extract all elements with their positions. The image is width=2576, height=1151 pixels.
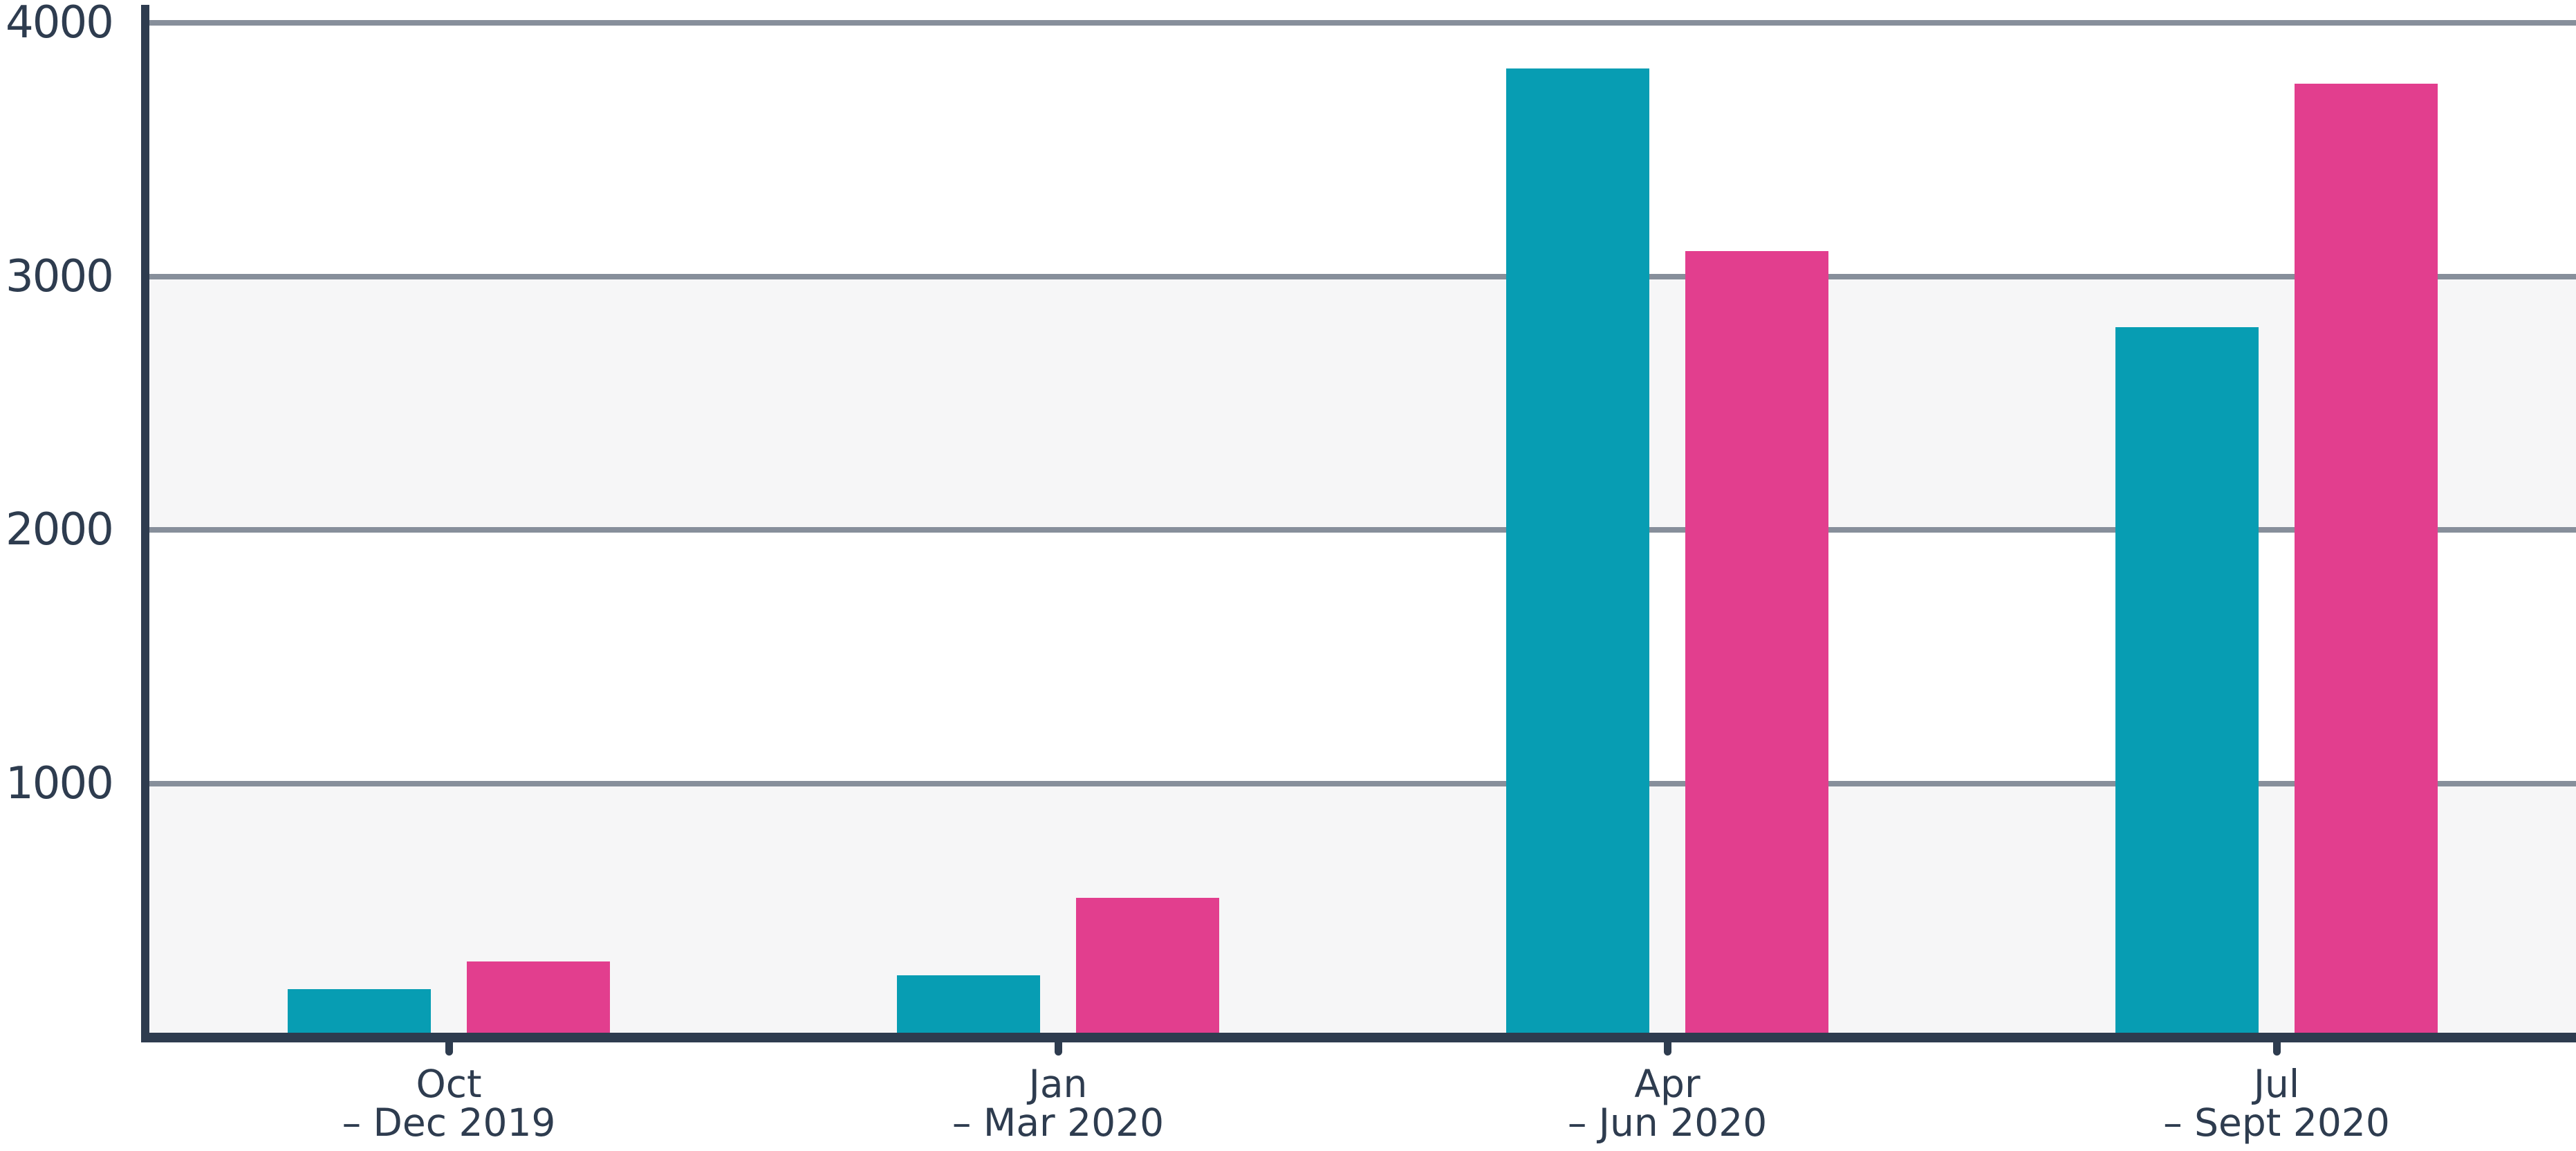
x-axis-label-2-line1: Apr bbox=[1634, 1062, 1701, 1106]
x-axis-label-1-line1: Jan bbox=[1028, 1062, 1088, 1106]
bar-pink-0 bbox=[467, 961, 610, 1038]
bar-teal-2 bbox=[1506, 68, 1649, 1038]
x-axis-label-1-line2: – Mar 2020 bbox=[952, 1101, 1165, 1145]
x-axis-line bbox=[141, 1033, 2576, 1042]
bar-pink-1 bbox=[1076, 898, 1219, 1038]
gridline-1000 bbox=[149, 781, 2576, 787]
y-axis-tick-label-4000: 4000 bbox=[6, 0, 114, 48]
y-axis-tick-label-3000: 3000 bbox=[6, 250, 114, 302]
y-axis-line bbox=[141, 5, 149, 1042]
x-axis-label-0-line2: – Dec 2019 bbox=[342, 1101, 556, 1145]
x-axis-label-0-line1: Oct bbox=[416, 1062, 482, 1106]
bar-teal-0 bbox=[288, 989, 431, 1038]
bar-pink-2 bbox=[1685, 251, 1828, 1038]
y-axis-tick-label-1000: 1000 bbox=[6, 758, 114, 810]
x-axis-label-3: Jul – Sept 2020 bbox=[2035, 1062, 2519, 1145]
y-axis-tick-label-2000: 2000 bbox=[6, 504, 114, 556]
bar-pink-3 bbox=[2295, 84, 2438, 1038]
x-axis-tick-2 bbox=[1664, 1041, 1671, 1056]
gridline-2000 bbox=[149, 527, 2576, 533]
gridline-3000 bbox=[149, 273, 2576, 279]
bar-teal-3 bbox=[2115, 327, 2259, 1038]
x-axis-label-2: Apr – Jun 2020 bbox=[1425, 1062, 1909, 1145]
x-axis-label-3-line2: – Sept 2020 bbox=[2163, 1101, 2390, 1145]
x-axis-label-1: Jan – Mar 2020 bbox=[816, 1062, 1300, 1145]
bar-teal-1 bbox=[897, 975, 1040, 1038]
x-axis-label-3-line1: Jul bbox=[2253, 1062, 2300, 1106]
x-axis-label-0: Oct – Dec 2019 bbox=[207, 1062, 691, 1145]
gridline-4000 bbox=[149, 19, 2576, 26]
x-axis-tick-0 bbox=[445, 1041, 453, 1056]
x-axis-label-2-line2: – Jun 2020 bbox=[1567, 1101, 1768, 1145]
x-axis-tick-1 bbox=[1055, 1041, 1062, 1056]
x-axis-tick-3 bbox=[2273, 1041, 2281, 1056]
